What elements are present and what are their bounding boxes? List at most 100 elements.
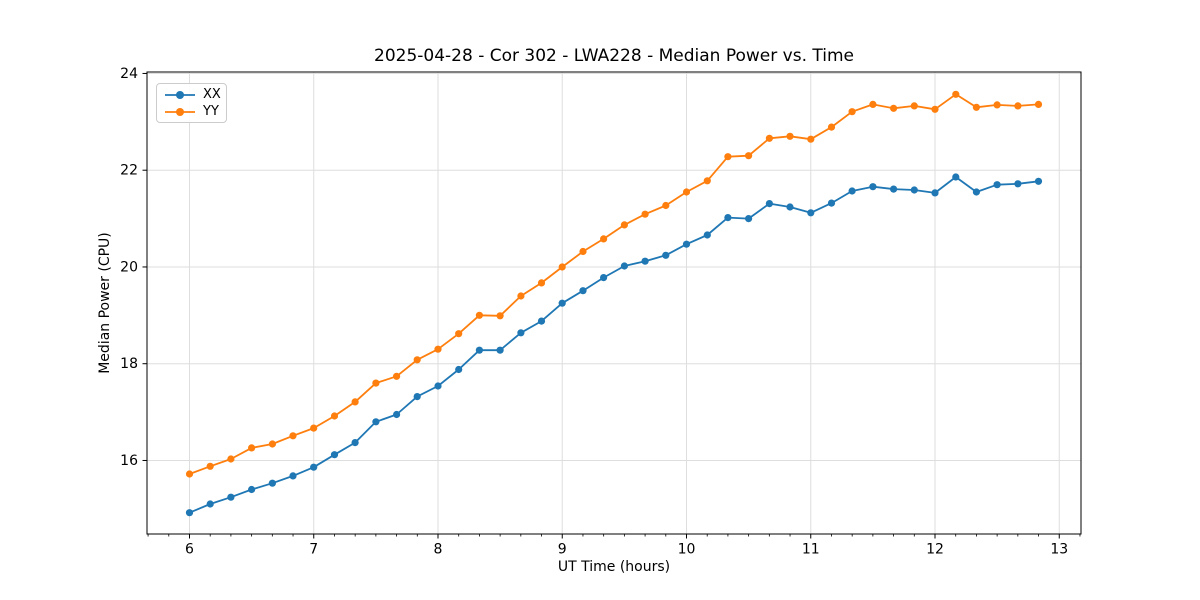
x-tick-label: 8 xyxy=(434,542,443,558)
data-point-xx xyxy=(993,181,1001,189)
data-point-xx xyxy=(206,500,214,508)
data-point-xx xyxy=(620,262,629,270)
data-point-xx xyxy=(1014,180,1022,188)
x-tick-label: 7 xyxy=(309,542,318,558)
data-point-xx xyxy=(496,346,504,354)
data-point-xx xyxy=(869,183,877,191)
data-point-xx xyxy=(330,451,339,459)
y-tick-label: 22 xyxy=(120,163,138,179)
legend-item-xx: XX xyxy=(164,86,221,103)
y-axis-label: Median Power (CPU) xyxy=(97,232,113,374)
data-point-yy xyxy=(558,263,566,271)
y-tick-label: 18 xyxy=(120,356,138,372)
data-point-yy xyxy=(972,103,981,111)
data-point-yy xyxy=(455,330,463,338)
data-point-xx xyxy=(662,251,670,259)
data-point-xx xyxy=(185,509,194,517)
data-point-xx xyxy=(786,203,794,211)
data-point-yy xyxy=(620,221,629,229)
data-point-yy xyxy=(579,247,587,256)
data-point-yy xyxy=(206,462,214,470)
data-point-yy xyxy=(931,105,939,113)
data-point-xx xyxy=(434,382,442,390)
y-tick-label: 20 xyxy=(120,259,138,275)
data-point-yy xyxy=(993,101,1001,109)
data-point-yy xyxy=(330,412,339,420)
data-point-xx xyxy=(600,274,608,282)
x-tick-label: 12 xyxy=(926,542,944,558)
data-point-xx xyxy=(931,189,939,197)
plot-frame xyxy=(146,71,1082,535)
series-line-xx xyxy=(189,176,1039,514)
chart-title: 2025-04-28 - Cor 302 - LWA228 - Median P… xyxy=(374,46,854,66)
data-point-yy xyxy=(765,134,774,142)
data-point-xx xyxy=(972,188,981,196)
data-point-xx xyxy=(641,257,649,265)
series-line-yy xyxy=(189,93,1039,475)
legend-swatch-xx-icon xyxy=(165,90,195,99)
data-point-xx xyxy=(248,485,256,494)
data-point-yy xyxy=(724,153,732,161)
data-point-xx xyxy=(289,472,297,480)
data-point-yy xyxy=(869,100,877,108)
data-point-yy xyxy=(393,372,401,380)
data-point-yy xyxy=(434,345,442,353)
data-point-yy xyxy=(827,123,836,131)
data-point-xx xyxy=(827,199,836,207)
data-point-yy xyxy=(786,132,794,140)
data-point-xx xyxy=(268,479,276,487)
legend: XX YY xyxy=(156,83,227,123)
data-point-xx xyxy=(558,299,566,307)
data-point-yy xyxy=(537,279,546,287)
data-point-xx xyxy=(703,231,711,239)
data-point-yy xyxy=(910,102,918,110)
data-point-xx xyxy=(372,418,380,426)
data-point-xx xyxy=(517,329,525,337)
data-point-yy xyxy=(372,379,380,387)
data-point-xx xyxy=(890,185,898,193)
data-point-xx xyxy=(310,463,318,471)
y-tick-label: 24 xyxy=(120,66,138,82)
data-point-yy xyxy=(413,356,421,364)
data-point-xx xyxy=(455,365,463,374)
data-point-xx xyxy=(745,215,753,223)
data-point-yy xyxy=(848,108,856,116)
data-point-yy xyxy=(268,440,276,448)
data-point-yy xyxy=(703,177,711,185)
data-point-yy xyxy=(475,311,483,319)
data-point-yy xyxy=(185,470,194,478)
data-point-xx xyxy=(413,393,421,401)
data-point-xx xyxy=(393,410,401,419)
data-point-yy xyxy=(890,104,898,112)
data-point-yy xyxy=(1014,102,1022,110)
data-point-yy xyxy=(310,424,318,432)
data-point-xx xyxy=(1034,177,1043,185)
data-point-xx xyxy=(952,173,960,181)
x-tick-label: 6 xyxy=(185,542,194,558)
legend-item-yy: YY xyxy=(164,103,220,120)
data-point-xx xyxy=(579,287,587,295)
data-point-xx xyxy=(351,439,359,447)
data-point-yy xyxy=(1034,100,1043,108)
data-point-yy xyxy=(600,235,608,243)
x-tick-label: 9 xyxy=(558,542,567,558)
data-point-yy xyxy=(641,210,649,218)
data-point-yy xyxy=(496,312,504,320)
data-point-xx xyxy=(910,186,918,194)
x-tick-label: 10 xyxy=(678,542,696,558)
data-point-yy xyxy=(807,135,815,143)
legend-swatch-yy-icon xyxy=(165,107,195,116)
data-point-xx xyxy=(848,187,856,195)
data-point-yy xyxy=(662,201,670,210)
data-point-xx xyxy=(682,240,691,248)
legend-label-xx: XX xyxy=(203,87,221,102)
data-point-xx xyxy=(765,200,774,208)
data-point-xx xyxy=(475,346,483,354)
data-point-yy xyxy=(952,90,960,98)
data-point-xx xyxy=(724,214,732,222)
x-tick-label: 13 xyxy=(1050,542,1068,558)
data-point-yy xyxy=(351,398,359,406)
data-point-yy xyxy=(248,444,256,452)
